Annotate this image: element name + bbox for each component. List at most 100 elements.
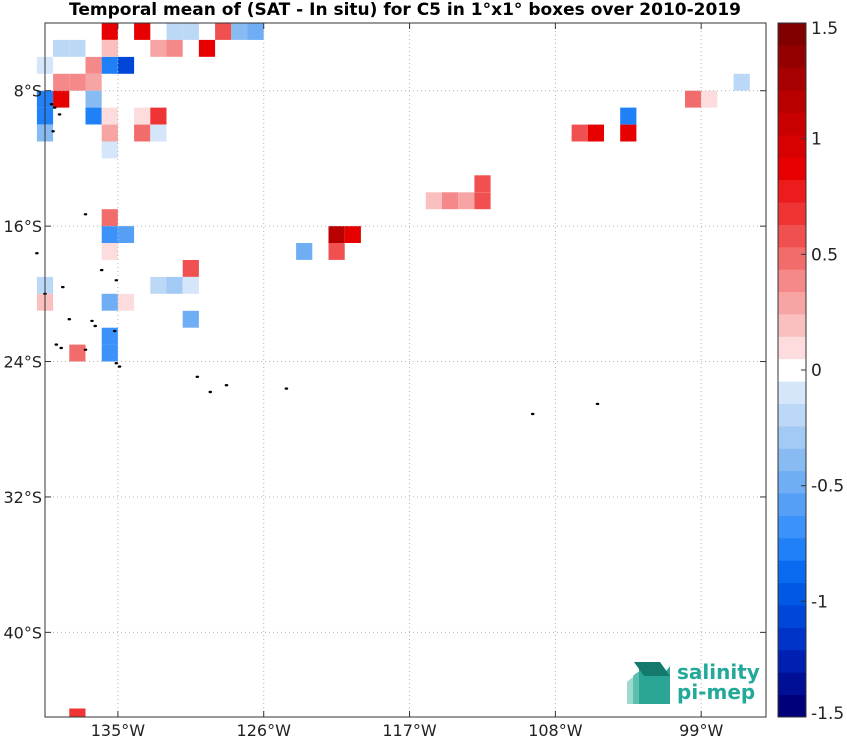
wave-icon bbox=[627, 662, 670, 704]
x-tick-label-4: 99°W bbox=[679, 721, 723, 740]
island-1 bbox=[52, 106, 57, 109]
data-cell-42 bbox=[442, 192, 459, 210]
data-cell-52 bbox=[101, 243, 118, 260]
x-tick-label-1: 126°W bbox=[237, 721, 292, 740]
island-24 bbox=[208, 390, 213, 394]
data-cell-25 bbox=[701, 90, 718, 108]
island-6 bbox=[99, 268, 104, 272]
island-22 bbox=[530, 412, 535, 416]
data-cell-24 bbox=[685, 90, 702, 108]
colorbar-swatch-1 bbox=[778, 672, 806, 696]
data-cell-59 bbox=[101, 293, 118, 311]
island-19 bbox=[195, 375, 200, 378]
data-cell-57 bbox=[182, 276, 199, 294]
island-21 bbox=[284, 387, 289, 390]
x-tick-label-2: 117°W bbox=[382, 721, 437, 740]
colorbar-swatch-3 bbox=[778, 627, 806, 651]
data-cell-48 bbox=[101, 226, 118, 243]
data-cell-16 bbox=[117, 56, 135, 74]
y-tick-label-4: 40°S bbox=[3, 623, 42, 642]
island-15 bbox=[59, 346, 63, 350]
data-cell-29 bbox=[134, 107, 151, 125]
data-cell-10 bbox=[150, 39, 167, 57]
y-tick-label-3: 32°S bbox=[3, 488, 42, 507]
data-cell-7 bbox=[53, 39, 70, 57]
data-cell-23 bbox=[85, 90, 102, 108]
colorbar-swatch-24 bbox=[778, 157, 806, 181]
data-cell-36 bbox=[571, 124, 588, 142]
y-tick-label-1: 16°S bbox=[3, 217, 42, 236]
colorbar-swatch-15 bbox=[778, 358, 806, 382]
longitude-labels: 135°W 126°W 117°W 108°W 99°W bbox=[91, 721, 724, 740]
data-cell-27 bbox=[85, 107, 102, 125]
colorbar-swatch-9 bbox=[778, 493, 806, 516]
data-cells bbox=[36, 23, 750, 717]
x-tick-label-3: 108°W bbox=[528, 721, 583, 740]
colorbar-tick-label-1: 1 bbox=[811, 130, 822, 150]
island-16 bbox=[83, 348, 88, 351]
data-cell-39 bbox=[101, 141, 118, 159]
map-gridlines bbox=[45, 23, 766, 717]
island-23 bbox=[595, 402, 600, 406]
island-18 bbox=[117, 365, 122, 368]
data-cell-22 bbox=[53, 90, 70, 108]
colorbar-swatch-29 bbox=[778, 45, 806, 69]
island-4 bbox=[83, 213, 88, 216]
data-cell-6 bbox=[247, 23, 264, 40]
data-cell-28 bbox=[101, 107, 118, 125]
island-10 bbox=[67, 318, 72, 321]
colorbar-swatch-26 bbox=[778, 112, 806, 136]
colorbar-tick-label-3: 0 bbox=[811, 361, 822, 381]
colorbar-swatch-23 bbox=[778, 179, 806, 203]
colorbar-swatch-14 bbox=[778, 381, 806, 404]
island-13 bbox=[112, 329, 117, 333]
colorbar-swatch-27 bbox=[778, 90, 806, 113]
data-cell-11 bbox=[166, 39, 183, 57]
data-cell-5 bbox=[231, 23, 248, 40]
data-cell-4 bbox=[215, 23, 232, 40]
colorbar-swatch-28 bbox=[778, 67, 806, 91]
data-cell-31 bbox=[620, 107, 637, 125]
colorbar-swatch-0 bbox=[778, 694, 806, 718]
data-cell-63 bbox=[101, 344, 118, 362]
colorbar-swatch-17 bbox=[778, 314, 806, 337]
data-cell-14 bbox=[85, 56, 102, 74]
data-cell-34 bbox=[134, 124, 151, 142]
data-cell-38 bbox=[620, 124, 637, 142]
colorbar-tick-label-2: 0.5 bbox=[811, 245, 838, 265]
island-17 bbox=[114, 362, 119, 365]
data-cell-65 bbox=[69, 708, 86, 717]
colorbar-swatch-4 bbox=[778, 605, 806, 628]
colorbar-swatch-10 bbox=[778, 470, 806, 494]
colorbar-swatch-22 bbox=[778, 202, 806, 225]
island-12 bbox=[93, 324, 97, 328]
data-cell-18 bbox=[69, 73, 86, 91]
data-cell-51 bbox=[328, 243, 345, 260]
island-8 bbox=[61, 285, 65, 289]
colorbar-swatch-21 bbox=[778, 224, 806, 248]
data-cell-44 bbox=[474, 192, 491, 210]
colorbar-swatch-19 bbox=[778, 269, 806, 293]
data-cell-8 bbox=[69, 39, 86, 57]
data-cell-2 bbox=[166, 23, 183, 40]
colorbar-tick-label-0: 1.5 bbox=[811, 19, 838, 39]
colorbar-swatch-5 bbox=[778, 582, 806, 606]
data-cell-20 bbox=[733, 73, 750, 91]
colorbar-swatch-13 bbox=[778, 403, 806, 427]
y-tick-label-2: 24°S bbox=[3, 353, 42, 372]
data-cell-53 bbox=[182, 260, 199, 277]
map-frame bbox=[44, 22, 767, 718]
colorbar-swatch-2 bbox=[778, 649, 806, 673]
data-cell-55 bbox=[150, 276, 167, 294]
data-cell-3 bbox=[182, 23, 199, 40]
data-cell-1 bbox=[134, 23, 151, 40]
data-cell-30 bbox=[150, 107, 167, 125]
colorbar-swatch-8 bbox=[778, 515, 806, 539]
island-14 bbox=[54, 343, 59, 346]
colorbar bbox=[778, 23, 806, 718]
data-cell-60 bbox=[117, 293, 135, 311]
colorbar-tick-label-5: -1 bbox=[811, 592, 828, 612]
island-5 bbox=[35, 252, 39, 255]
colorbar-swatch-25 bbox=[778, 134, 806, 158]
salinity-pi-mep-logo: salinity pi-mep bbox=[627, 660, 760, 704]
